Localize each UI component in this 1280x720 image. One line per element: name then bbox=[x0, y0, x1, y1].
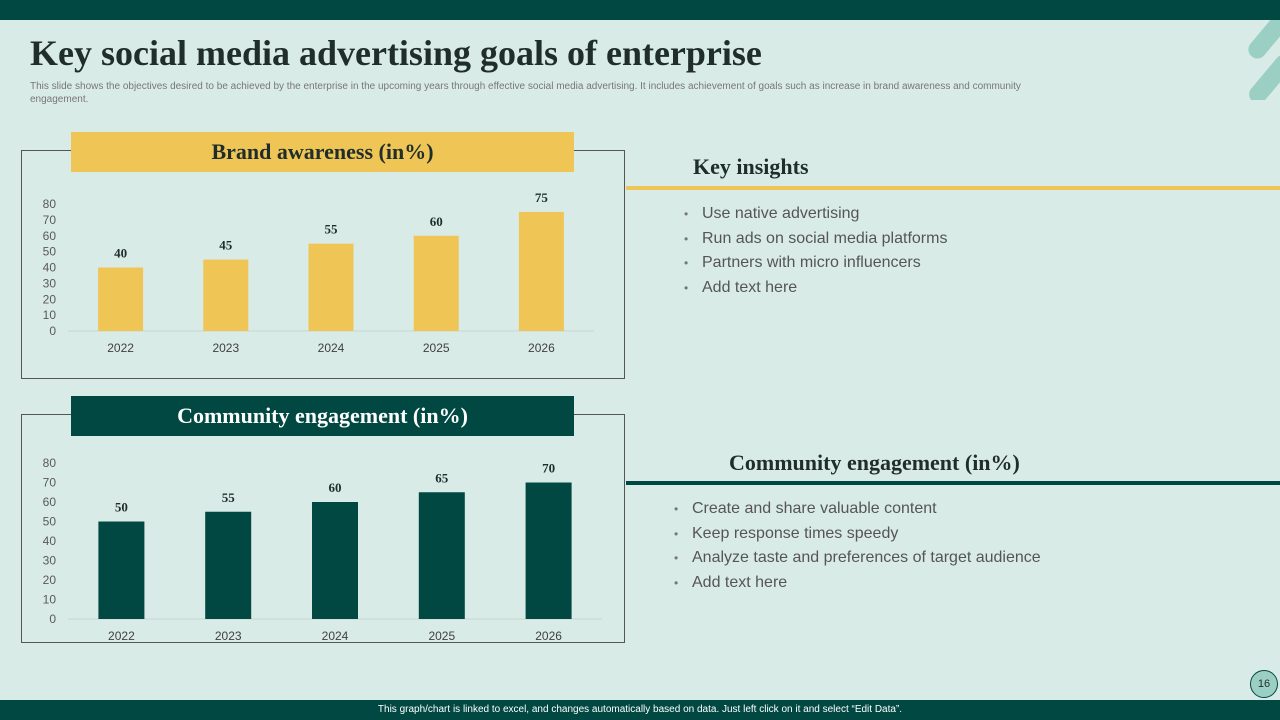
x-tick-label: 2025 bbox=[423, 341, 450, 355]
data-label: 55 bbox=[222, 490, 236, 505]
bar bbox=[308, 243, 354, 331]
brand-awareness-chart[interactable]: 0102030405060708040202245202355202460202… bbox=[22, 190, 612, 360]
key-insight-item: Partners with micro influencers bbox=[684, 251, 947, 276]
key-insights-list: Use native advertisingRun ads on social … bbox=[684, 202, 947, 300]
y-tick-label: 30 bbox=[43, 276, 57, 290]
bar bbox=[413, 235, 459, 331]
x-tick-label: 2023 bbox=[215, 629, 242, 643]
x-tick-label: 2026 bbox=[528, 341, 555, 355]
x-tick-label: 2023 bbox=[212, 341, 239, 355]
x-tick-label: 2025 bbox=[428, 629, 455, 643]
bar bbox=[312, 502, 358, 619]
data-label: 45 bbox=[219, 238, 233, 253]
bar bbox=[525, 482, 572, 619]
data-label: 75 bbox=[535, 190, 549, 205]
bar bbox=[518, 211, 564, 331]
data-label: 50 bbox=[115, 500, 128, 515]
community-insight-item: Create and share valuable content bbox=[674, 497, 1041, 522]
bar bbox=[205, 511, 252, 619]
community-engagement-divider bbox=[626, 481, 1280, 485]
y-tick-label: 0 bbox=[49, 324, 56, 338]
brand-awareness-chart-title: Brand awareness (in%) bbox=[71, 132, 574, 172]
footer-note: This graph/chart is linked to excel, and… bbox=[0, 700, 1280, 720]
slide-title: Key social media advertising goals of en… bbox=[30, 33, 762, 73]
y-tick-label: 30 bbox=[43, 554, 57, 568]
x-tick-label: 2022 bbox=[108, 629, 135, 643]
data-label: 65 bbox=[435, 470, 449, 485]
community-engagement-list: Create and share valuable contentKeep re… bbox=[674, 497, 1041, 595]
community-insight-item: Analyze taste and preferences of target … bbox=[674, 546, 1041, 571]
y-tick-label: 80 bbox=[43, 197, 57, 211]
key-insight-item: Add text here bbox=[684, 276, 947, 301]
data-label: 55 bbox=[325, 222, 339, 237]
y-tick-label: 70 bbox=[43, 476, 57, 490]
data-label: 70 bbox=[542, 461, 555, 476]
bar bbox=[203, 259, 249, 331]
key-insight-item: Use native advertising bbox=[684, 202, 947, 227]
key-insights-heading: Key insights bbox=[693, 154, 809, 179]
y-tick-label: 80 bbox=[43, 456, 57, 470]
slide-subtitle: This slide shows the objectives desired … bbox=[30, 81, 1021, 105]
community-engagement-heading: Community engagement (in%) bbox=[729, 450, 1020, 475]
y-tick-label: 20 bbox=[43, 292, 57, 306]
y-tick-label: 70 bbox=[43, 213, 57, 227]
corner-decoration bbox=[1240, 20, 1280, 100]
bar bbox=[98, 267, 144, 331]
y-tick-label: 40 bbox=[43, 534, 57, 548]
y-tick-label: 0 bbox=[49, 612, 56, 626]
key-insights-divider bbox=[626, 186, 1280, 190]
x-tick-label: 2022 bbox=[107, 341, 134, 355]
y-tick-label: 10 bbox=[43, 308, 57, 322]
data-label: 60 bbox=[329, 480, 342, 495]
data-label: 40 bbox=[114, 246, 127, 261]
x-tick-label: 2024 bbox=[322, 629, 349, 643]
data-label: 60 bbox=[430, 214, 443, 229]
y-tick-label: 20 bbox=[43, 573, 57, 587]
top-bar bbox=[0, 0, 1280, 20]
community-engagement-chart[interactable]: 0 10 20 30 40 50 60 70 80 50 2022 55 2023 60 2024 65 202… bbox=[22, 452, 612, 644]
x-tick-label: 2026 bbox=[535, 629, 562, 643]
community-engagement-chart-title: Community engagement (in%) bbox=[71, 396, 574, 436]
bar bbox=[98, 521, 145, 619]
decoration-stripe bbox=[1245, 50, 1280, 100]
community-insight-item: Add text here bbox=[674, 571, 1041, 596]
y-tick-label: 40 bbox=[43, 261, 57, 275]
y-tick-label: 10 bbox=[43, 593, 57, 607]
y-tick-label: 50 bbox=[43, 245, 57, 259]
x-tick-label: 2024 bbox=[318, 341, 345, 355]
community-insight-item: Keep response times speedy bbox=[674, 522, 1041, 547]
y-tick-label: 60 bbox=[43, 495, 57, 509]
bar bbox=[418, 492, 465, 619]
decoration-stripe bbox=[1244, 20, 1280, 63]
key-insight-item: Run ads on social media platforms bbox=[684, 227, 947, 252]
y-tick-label: 50 bbox=[43, 515, 57, 529]
y-tick-label: 60 bbox=[43, 229, 57, 243]
page-number: 16 bbox=[1250, 670, 1278, 698]
